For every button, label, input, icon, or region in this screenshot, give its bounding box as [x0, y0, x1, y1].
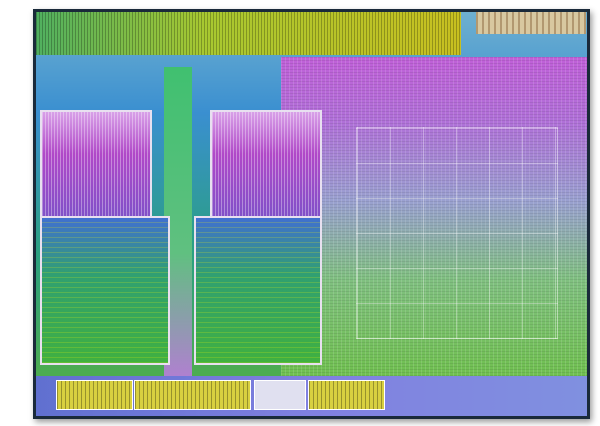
bottom-io-strip: [36, 376, 587, 416]
core-logic-right: [194, 216, 322, 365]
processor-die: [33, 9, 590, 419]
memory-interface-band: [36, 12, 461, 55]
core-cache-left: [40, 110, 152, 219]
graphics-region: [281, 57, 587, 376]
io-pad: [56, 380, 133, 410]
io-pad: [134, 380, 251, 410]
io-pad: [308, 380, 385, 410]
compute-unit-grid: [356, 127, 558, 339]
die-surface: [36, 12, 587, 416]
core-logic-left: [40, 216, 170, 365]
io-pad: [254, 380, 306, 410]
io-block: [476, 12, 586, 34]
core-cache-right: [210, 110, 322, 219]
